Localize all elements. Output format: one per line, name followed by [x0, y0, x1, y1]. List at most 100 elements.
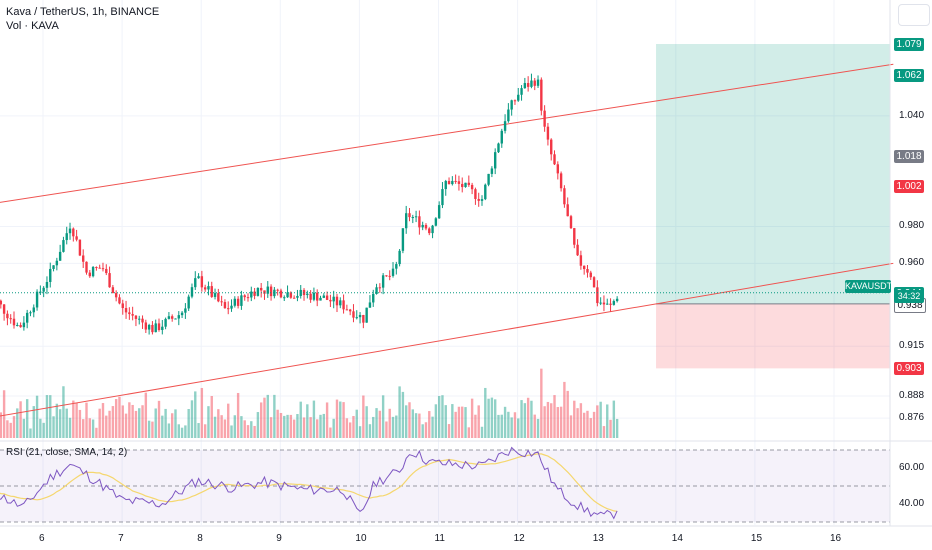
- candle: [289, 292, 293, 298]
- volume-bar: [62, 386, 65, 438]
- volume-bar: [411, 409, 414, 438]
- candle: [296, 295, 299, 298]
- volume-bar: [586, 410, 589, 438]
- candle: [546, 126, 550, 140]
- volume-bar: [431, 416, 434, 438]
- candle: [365, 307, 368, 323]
- candle: [266, 286, 269, 294]
- volume-bar: [589, 418, 592, 438]
- candle: [447, 180, 451, 185]
- candle: [49, 268, 52, 282]
- volume-bar: [352, 415, 355, 438]
- candle: [29, 312, 32, 314]
- candle: [157, 323, 161, 331]
- time-tick-label: 14: [671, 533, 683, 544]
- volume-bar: [507, 411, 510, 438]
- candle: [526, 83, 530, 87]
- volume-bar: [599, 401, 602, 438]
- volume-bar: [154, 408, 157, 438]
- volume-bar: [210, 396, 213, 438]
- volume-bar: [316, 419, 319, 438]
- volume-bar: [114, 399, 118, 438]
- candle: [68, 228, 72, 234]
- candle: [500, 130, 503, 144]
- volume-bar: [42, 422, 45, 438]
- candle: [322, 295, 326, 298]
- long-position-tool[interactable]: [656, 44, 890, 369]
- trendline-1: [0, 63, 894, 203]
- candle: [227, 308, 230, 310]
- time-tick-label: 16: [830, 533, 842, 544]
- volume-bar: [25, 399, 29, 438]
- volume-bar: [302, 417, 306, 438]
- candle: [187, 296, 190, 309]
- candle: [421, 224, 424, 228]
- volume-bar: [441, 395, 444, 438]
- candle: [283, 297, 286, 299]
- time-tick-label: 7: [118, 533, 124, 544]
- candle: [306, 293, 309, 296]
- volume-bar: [19, 401, 22, 438]
- candle: [217, 293, 220, 302]
- volume-bar: [0, 412, 3, 438]
- volume-indicator-label[interactable]: Vol · KAVA: [6, 20, 59, 32]
- volume-bar: [533, 414, 536, 438]
- candle: [111, 287, 115, 294]
- candle: [108, 273, 111, 288]
- candle: [464, 182, 467, 188]
- volume-bar: [553, 395, 556, 438]
- candle: [579, 255, 583, 266]
- volume-bar: [513, 412, 517, 438]
- volume-bar: [312, 400, 316, 438]
- volume-bar: [177, 424, 180, 438]
- rsi-indicator-label[interactable]: RSI (21, close, SMA, 14, 2): [6, 447, 128, 458]
- candle: [207, 286, 210, 290]
- candle: [213, 293, 217, 297]
- volume-bar: [283, 415, 286, 438]
- position-loss-zone: [656, 303, 890, 369]
- candle: [6, 313, 9, 319]
- volume-bar: [75, 402, 78, 438]
- candle: [589, 272, 592, 278]
- candle: [339, 300, 342, 306]
- candle: [556, 164, 560, 174]
- candle: [582, 265, 586, 270]
- volume-bar: [180, 427, 184, 438]
- candle: [540, 79, 543, 111]
- candle: [250, 291, 253, 298]
- volume-bar: [484, 387, 487, 438]
- candle: [596, 287, 599, 304]
- volume-bar: [82, 419, 85, 438]
- candle: [319, 297, 322, 301]
- symbol-title[interactable]: Kava / TetherUS, 1h, BINANCE: [6, 6, 160, 18]
- trendlines[interactable]: [0, 63, 894, 418]
- chart-settings-button[interactable]: [898, 4, 930, 26]
- volume-bar: [151, 421, 154, 438]
- candle: [378, 287, 382, 289]
- candle: [190, 287, 194, 297]
- axes: [0, 0, 932, 527]
- candle: [348, 309, 352, 312]
- volume-bar: [401, 391, 405, 438]
- volume-bar: [230, 425, 233, 438]
- volume-bar: [405, 405, 408, 438]
- price-tick-label: 1.040: [899, 109, 925, 121]
- symbol-tag: KAVAUSDT: [845, 280, 893, 293]
- time-tick-label: 10: [355, 533, 367, 544]
- volume-bar: [16, 408, 19, 438]
- volume-bar: [592, 411, 596, 438]
- candle: [391, 268, 395, 276]
- volume-bar: [266, 394, 269, 438]
- candle: [98, 267, 101, 269]
- candle: [553, 154, 556, 165]
- candle: [151, 324, 154, 333]
- volume-bar: [296, 414, 299, 438]
- time-tick-label: 9: [276, 533, 282, 544]
- candle: [484, 184, 487, 200]
- candle: [85, 261, 88, 273]
- volume-bar: [128, 402, 131, 438]
- volume-bar: [95, 427, 98, 438]
- candle: [559, 173, 563, 189]
- volume-bar: [536, 418, 540, 438]
